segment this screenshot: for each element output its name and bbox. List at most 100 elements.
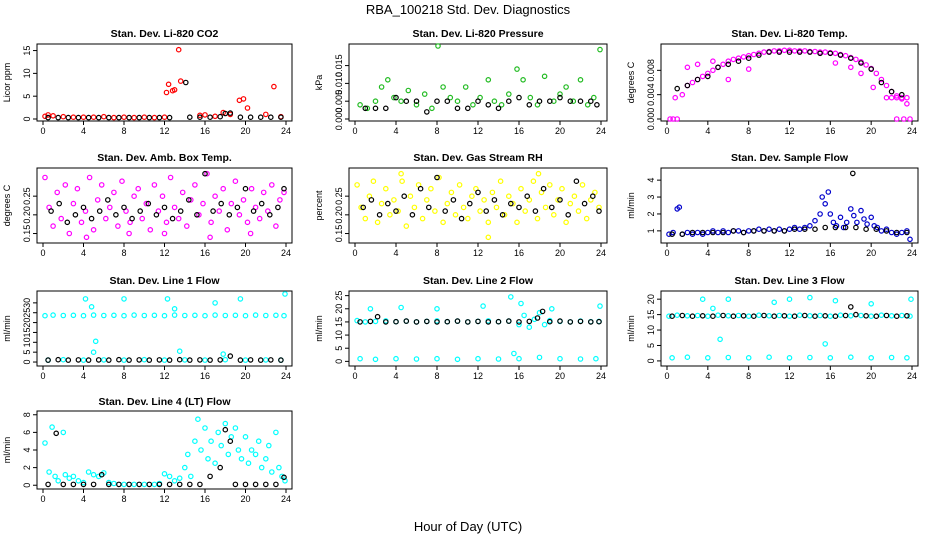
data-point-series-2 [704, 73, 711, 80]
panel-9: Stan. Dev. Line 3 Flow ml/min 0 4 8 12 16 20 24 0… [626, 275, 919, 381]
y-tick-label: 0.20 [22, 206, 32, 224]
data-point-series-1 [868, 313, 875, 320]
x-tick-label: 12 [473, 371, 483, 381]
data-point-series-1 [370, 178, 377, 185]
data-point-series-1 [516, 321, 522, 328]
data-point-series-2 [183, 79, 189, 86]
data-point-series-2 [495, 105, 502, 112]
data-point-series-2 [581, 200, 588, 207]
x-tick-label: 0 [664, 371, 669, 381]
data-point-series-2 [121, 204, 127, 211]
data-point-series-1 [536, 309, 543, 316]
x-tick-label: 20 [240, 371, 250, 381]
data-point-series-1 [542, 204, 549, 211]
data-point-series-1 [398, 304, 404, 311]
data-point-series-2 [434, 319, 440, 325]
data-point-series-1 [817, 312, 823, 319]
data-point-series-1 [900, 116, 907, 122]
data-point-series-1 [837, 214, 844, 221]
data-point-series-1 [710, 67, 716, 74]
data-point-series-1 [786, 354, 793, 361]
y-tick-label: 5 [22, 94, 32, 99]
data-point-series-1 [548, 305, 555, 312]
data-point-series-1 [452, 212, 459, 218]
y-tick-label: 0 [646, 358, 656, 363]
data-point-series-1 [195, 416, 201, 423]
data-point-series-2 [60, 481, 67, 488]
data-point-series-2 [413, 319, 420, 325]
data-point-series-1 [281, 189, 287, 196]
data-point-series-1 [90, 114, 97, 121]
data-point-series-1 [448, 189, 455, 196]
data-point-series-1 [131, 481, 137, 488]
data-point-series-1 [735, 228, 742, 234]
data-point-series-1 [781, 47, 788, 54]
data-point-series-1 [273, 429, 279, 436]
data-point-series-2 [781, 312, 788, 319]
data-point-series-1 [192, 438, 198, 445]
data-point-series-1 [212, 193, 218, 200]
data-point-series-1 [878, 312, 885, 319]
data-point-series-1 [421, 91, 428, 97]
x-tick-label: 8 [121, 126, 126, 136]
data-point-series-1 [393, 355, 399, 362]
x-tick-label: 12 [159, 371, 169, 381]
data-point-series-1 [832, 50, 839, 57]
data-point-series-2 [126, 357, 132, 363]
data-point-series-2 [499, 212, 506, 218]
data-point-series-1 [485, 234, 492, 241]
data-point-series-1 [812, 217, 818, 224]
data-point-series-2 [781, 228, 788, 234]
data-point-series-1 [70, 200, 77, 207]
data-point-series-1 [456, 182, 463, 188]
data-point-series-2 [567, 319, 574, 325]
data-point-series-1 [511, 350, 517, 357]
data-point-series-2 [281, 185, 287, 192]
data-point-series-1 [182, 357, 188, 363]
data-point-series-1 [240, 96, 247, 102]
data-point-series-1 [436, 174, 442, 181]
data-point-series-1 [282, 291, 288, 297]
x-tick-label: 24 [281, 371, 291, 381]
panel-5: Stan. Dev. Gas Stream RH percent 0 4 8 12 16 20… [314, 152, 608, 258]
data-point-series-1 [378, 84, 385, 90]
y-tick-label: 15 [22, 46, 32, 56]
data-point-series-2 [403, 318, 410, 324]
data-point-series-1 [858, 312, 864, 319]
data-point-series-1 [546, 182, 553, 188]
data-point-series-2 [278, 357, 284, 363]
data-point-series-2 [217, 113, 224, 120]
data-point-series-1 [141, 114, 148, 121]
data-point-series-2 [247, 357, 254, 363]
data-point-series-2 [827, 50, 834, 57]
data-point-series-1 [817, 211, 823, 217]
x-tick-label: 4 [393, 248, 398, 258]
y-axis-label: ml/min [314, 315, 324, 342]
data-point-series-2 [873, 226, 880, 233]
panel-title: Stan. Dev. Line 2 Flow [423, 275, 534, 287]
data-point-series-1 [807, 294, 813, 301]
data-point-series-2 [715, 64, 721, 71]
data-point-series-1 [667, 116, 673, 122]
y-axis-label: ml/min [626, 192, 636, 219]
data-point-series-1 [541, 321, 548, 328]
x-tick-label: 0 [40, 494, 45, 504]
data-point-series-1 [853, 56, 859, 63]
data-point-series-2 [491, 197, 498, 203]
data-point-series-2 [434, 174, 440, 181]
data-point-series-1 [92, 338, 99, 345]
data-point-series-2 [417, 185, 424, 192]
data-point-series-1 [74, 185, 81, 192]
data-point-series-1 [262, 455, 269, 462]
x-tick-label: 0 [40, 371, 45, 381]
data-point-series-1 [247, 230, 254, 237]
y-tick-label: 20 [646, 294, 656, 304]
data-point-series-1 [171, 305, 178, 312]
figure-title: RBA_100218 Std. Dev. Diagnostics [366, 2, 571, 17]
data-point-series-1 [222, 420, 229, 427]
data-point-series-1 [151, 312, 158, 319]
data-point-series-1 [518, 300, 524, 307]
data-point-series-2 [853, 224, 859, 231]
data-point-series-1 [888, 229, 895, 236]
data-point-series-2 [273, 481, 279, 488]
